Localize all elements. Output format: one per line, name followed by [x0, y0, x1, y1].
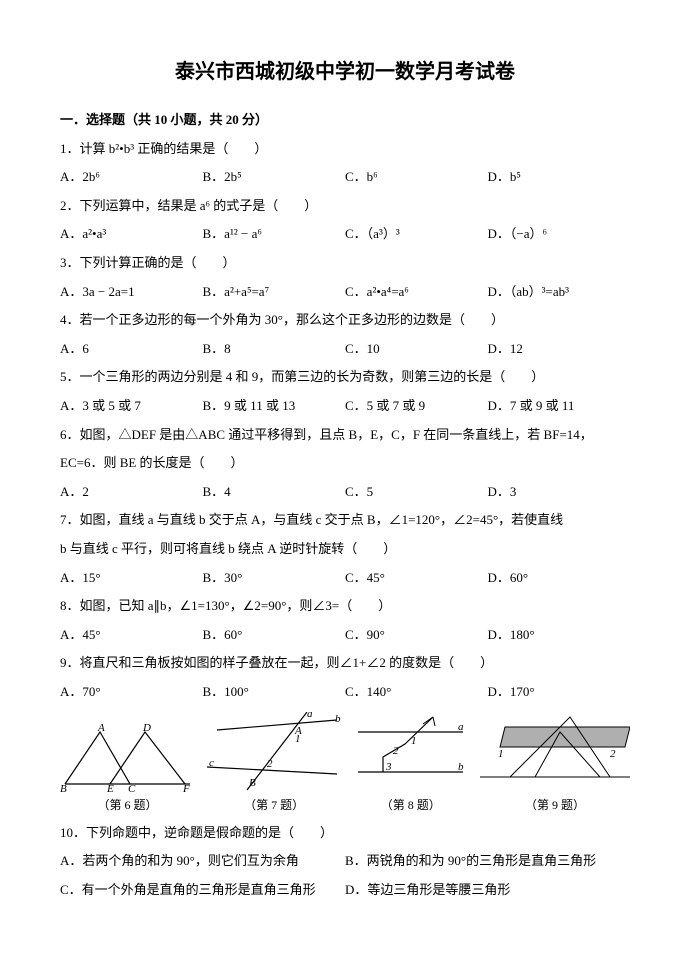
svg-text:a: a: [307, 712, 313, 720]
q1-stem: 1．计算 b²•b³ 正确的结果是（ ）: [60, 135, 630, 164]
q10-optC: C．有一个外角是直角的三角形是直角三角形: [60, 876, 345, 905]
q7-optC: C．45°: [345, 564, 488, 593]
q4-optB: B．8: [203, 335, 346, 364]
q2-optA: A．a²•a³: [60, 220, 203, 249]
q8-optD: D．180°: [488, 621, 631, 650]
q5-optA: A．3 或 5 或 7: [60, 392, 203, 421]
q6-options: A．2 B．4 C．5 D．3: [60, 478, 630, 507]
fig6: A D B E C F （第 6 题）: [60, 722, 195, 818]
svg-text:2: 2: [267, 758, 273, 770]
q6-optA: A．2: [60, 478, 203, 507]
fig9-caption: （第 9 题）: [480, 792, 630, 818]
q7-optD: D．60°: [488, 564, 631, 593]
svg-text:3: 3: [385, 761, 392, 773]
q7-options: A．15° B．30° C．45° D．60°: [60, 564, 630, 593]
q10-optB: B．两锐角的和为 90°的三角形是直角三角形: [345, 847, 630, 876]
q7-optB: B．30°: [203, 564, 346, 593]
q4-optC: C．10: [345, 335, 488, 364]
q9-stem: 9．将直尺和三角板按如图的样子叠放在一起，则∠1+∠2 的度数是（ ）: [60, 649, 630, 678]
q4-stem: 4．若一个正多边形的每一个外角为 30°，那么这个正多边形的边数是（ ）: [60, 306, 630, 335]
q9-optC: C．140°: [345, 678, 488, 707]
svg-text:F: F: [182, 783, 190, 792]
svg-text:C: C: [128, 783, 136, 792]
q5-optB: B．9 或 11 或 13: [203, 392, 346, 421]
q10-stem: 10．下列命题中，逆命题是假命题的是（ ）: [60, 819, 630, 848]
svg-text:b: b: [458, 761, 464, 773]
q3-optC: C．a²•a⁴=a⁶: [345, 278, 488, 307]
svg-text:a: a: [458, 721, 464, 733]
page-title: 泰兴市西城初级中学初一数学月考试卷: [60, 50, 630, 94]
q4-optD: D．12: [488, 335, 631, 364]
q3-optD: D．（ab）³=ab³: [488, 278, 631, 307]
q7-line1: 7．如图，直线 a 与直线 b 交于点 A，与直线 c 交于点 B，∠1=120…: [60, 506, 630, 535]
q1-optC: C．b⁶: [345, 163, 488, 192]
svg-text:B: B: [60, 783, 67, 792]
fig7-svg: bc A1 B2 a: [207, 712, 342, 792]
q1-optA: A．2b⁶: [60, 163, 203, 192]
svg-text:c: c: [209, 757, 214, 769]
fig7: bc A1 B2 a （第 7 题）: [207, 712, 342, 818]
q5-options: A．3 或 5 或 7 B．9 或 11 或 13 C．5 或 7 或 9 D．…: [60, 392, 630, 421]
svg-text:1: 1: [295, 733, 301, 745]
q8-optA: A．45°: [60, 621, 203, 650]
q4-options: A．6 B．8 C．10 D．12: [60, 335, 630, 364]
fig9: 12 （第 9 题）: [480, 712, 630, 818]
q2-stem: 2．下列运算中，结果是 a⁶ 的式子是（ ）: [60, 192, 630, 221]
section-heading: 一．选择题（共 10 小题，共 20 分）: [60, 106, 630, 135]
q6-line2: EC=6．则 BE 的长度是（ ）: [60, 449, 630, 478]
q10-optA: A．若两个角的和为 90°，则它们互为余角: [60, 847, 345, 876]
q9-optB: B．100°: [203, 678, 346, 707]
fig8: a b 123 （第 8 题）: [353, 712, 468, 818]
svg-text:D: D: [142, 722, 151, 734]
q8-optB: B．60°: [203, 621, 346, 650]
q1-optB: B．2b⁵: [203, 163, 346, 192]
q8-options: A．45° B．60° C．90° D．180°: [60, 621, 630, 650]
q6-optD: D．3: [488, 478, 631, 507]
fig7-caption: （第 7 题）: [207, 792, 342, 818]
q9-optA: A．70°: [60, 678, 203, 707]
q3-options: A．3a − 2a=1 B．a²+a⁵=a⁷ C．a²•a⁴=a⁶ D．（ab）…: [60, 278, 630, 307]
fig8-svg: a b 123: [353, 712, 468, 792]
q2-optB: B．a¹² − a⁶: [203, 220, 346, 249]
q4-optA: A．6: [60, 335, 203, 364]
fig9-svg: 12: [480, 712, 630, 792]
q5-stem: 5．一个三角形的两边分别是 4 和 9，而第三边的长为奇数，则第三边的长是（ ）: [60, 363, 630, 392]
q5-optC: C．5 或 7 或 9: [345, 392, 488, 421]
q9-options: A．70° B．100° C．140° D．170°: [60, 678, 630, 707]
q6-optB: B．4: [203, 478, 346, 507]
q9-optD: D．170°: [488, 678, 631, 707]
svg-text:2: 2: [393, 745, 399, 757]
q5-optD: D．7 或 9 或 11: [488, 392, 631, 421]
q1-options: A．2b⁶ B．2b⁵ C．b⁶ D．b⁵: [60, 163, 630, 192]
svg-text:E: E: [106, 783, 114, 792]
q3-optA: A．3a − 2a=1: [60, 278, 203, 307]
fig6-svg: A D B E C F: [60, 722, 195, 792]
svg-text:b: b: [335, 713, 341, 725]
svg-text:1: 1: [411, 735, 417, 747]
fig6-caption: （第 6 题）: [60, 792, 195, 818]
q2-optC: C．（a³）³: [345, 220, 488, 249]
q8-optC: C．90°: [345, 621, 488, 650]
q1-optD: D．b⁵: [488, 163, 631, 192]
svg-text:A: A: [97, 722, 105, 734]
fig8-caption: （第 8 题）: [353, 792, 468, 818]
q6-line1: 6．如图，△DEF 是由△ABC 通过平移得到，且点 B，E，C，F 在同一条直…: [60, 421, 630, 450]
q8-stem: 8．如图，已知 a∥b，∠1=130°，∠2=90°，则∠3=（ ）: [60, 592, 630, 621]
q7-line2: b 与直线 c 平行，则可将直线 b 绕点 A 逆时针旋转（ ）: [60, 535, 630, 564]
q7-optA: A．15°: [60, 564, 203, 593]
q3-optB: B．a²+a⁵=a⁷: [203, 278, 346, 307]
q10-row1: A．若两个角的和为 90°，则它们互为余角 B．两锐角的和为 90°的三角形是直…: [60, 847, 630, 876]
q6-optC: C．5: [345, 478, 488, 507]
q10-optD: D．等边三角形是等腰三角形: [345, 876, 630, 905]
q3-stem: 3．下列计算正确的是（ ）: [60, 249, 630, 278]
figures-row: AD BE CF （第 6 题） bc A1 B2 a （第 7 题）: [60, 712, 630, 818]
svg-text:2: 2: [610, 748, 616, 760]
q10-row2: C．有一个外角是直角的三角形是直角三角形 D．等边三角形是等腰三角形: [60, 876, 630, 905]
svg-text:B: B: [249, 777, 256, 789]
svg-text:1: 1: [498, 748, 504, 760]
q2-optD: D．（−a）⁶: [488, 220, 631, 249]
q2-options: A．a²•a³ B．a¹² − a⁶ C．（a³）³ D．（−a）⁶: [60, 220, 630, 249]
